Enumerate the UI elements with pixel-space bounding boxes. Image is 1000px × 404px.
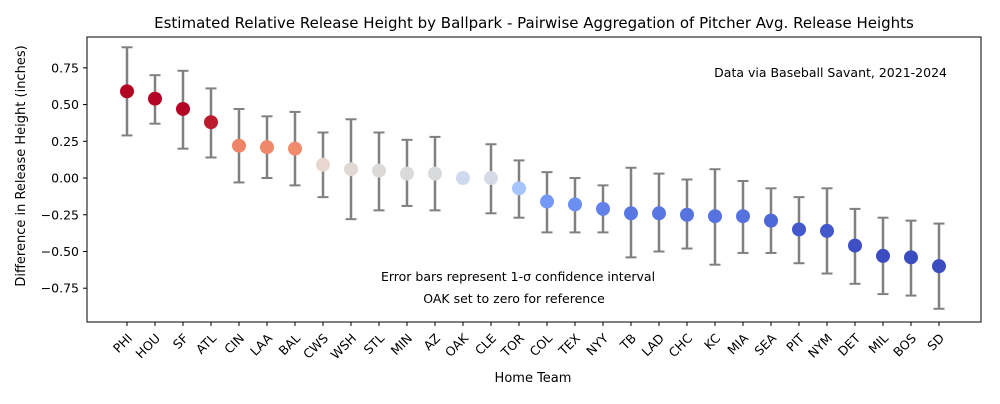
x-tick-label-min: MIN bbox=[388, 331, 415, 358]
x-tick-label-bos: BOS bbox=[890, 330, 919, 359]
y-tick-label: 0.75 bbox=[51, 60, 79, 75]
x-tick-label-lad: LAD bbox=[639, 331, 668, 360]
data-point-az bbox=[428, 166, 442, 181]
data-point-cle bbox=[484, 171, 498, 186]
x-axis-label: Home Team bbox=[495, 371, 572, 386]
x-tick-label-phi: PHI bbox=[110, 331, 135, 356]
data-point-sf bbox=[176, 101, 190, 116]
x-tick-label-nyy: NYY bbox=[583, 330, 611, 358]
data-point-nyy bbox=[596, 201, 610, 216]
x-tick-label-mia: MIA bbox=[724, 330, 751, 357]
data-point-det bbox=[848, 238, 862, 253]
y-tick-label: −0.50 bbox=[41, 244, 79, 259]
data-point-cws bbox=[316, 157, 330, 172]
x-tick-label-tb: TB bbox=[616, 331, 639, 354]
data-point-sea bbox=[764, 213, 778, 228]
data-point-mil bbox=[876, 248, 890, 263]
data-point-tb bbox=[624, 206, 638, 221]
x-tick-label-cin: CIN bbox=[221, 331, 247, 357]
data-point-bos bbox=[904, 250, 918, 265]
x-tick-label-az: AZ bbox=[420, 331, 443, 354]
y-tick-label: 0.50 bbox=[51, 97, 79, 112]
data-point-cin bbox=[232, 138, 246, 153]
x-tick-label-atl: ATL bbox=[193, 330, 219, 356]
data-point-atl bbox=[204, 115, 218, 130]
data-point-hou bbox=[148, 91, 162, 106]
data-point-kc bbox=[708, 209, 722, 224]
y-tick-label: −0.25 bbox=[41, 207, 79, 222]
x-tick-label-bal: BAL bbox=[275, 330, 303, 358]
data-point-stl bbox=[372, 163, 386, 178]
x-tick-label-hou: HOU bbox=[132, 331, 163, 362]
x-tick-label-sf: SF bbox=[170, 331, 191, 352]
x-tick-label-sd: SD bbox=[924, 331, 947, 354]
x-tick-label-tor: TOR bbox=[497, 330, 527, 360]
data-point-nym bbox=[820, 223, 834, 238]
data-point-chc bbox=[680, 207, 694, 222]
x-tick-label-cws: CWS bbox=[300, 330, 331, 361]
data-point-mia bbox=[736, 209, 750, 224]
data-point-col bbox=[540, 194, 554, 209]
source-annotation: Data via Baseball Savant, 2021-2024 bbox=[714, 65, 947, 80]
data-point-tex bbox=[568, 197, 582, 212]
data-point-oak bbox=[456, 171, 470, 186]
x-tick-label-mil: MIL bbox=[865, 330, 891, 356]
x-tick-label-kc: KC bbox=[701, 330, 723, 352]
reference-annotation: OAK set to zero for reference bbox=[423, 291, 605, 306]
data-point-min bbox=[400, 166, 414, 181]
data-point-lad bbox=[652, 206, 666, 221]
x-tick-label-chc: CHC bbox=[666, 330, 696, 360]
x-tick-label-laa: LAA bbox=[247, 330, 275, 358]
chart-title: Estimated Relative Release Height by Bal… bbox=[154, 14, 914, 32]
data-point-sd bbox=[932, 259, 946, 274]
data-point-tor bbox=[512, 181, 526, 196]
y-tick-label: −0.75 bbox=[41, 281, 79, 296]
data-point-phi bbox=[120, 84, 134, 99]
data-point-laa bbox=[260, 140, 274, 155]
x-tick-label-oak: OAK bbox=[442, 330, 472, 360]
x-tick-label-tex: TEX bbox=[555, 330, 584, 359]
y-tick-label: 0.25 bbox=[51, 134, 79, 149]
x-tick-label-col: COL bbox=[526, 330, 555, 359]
x-tick-label-det: DET bbox=[835, 330, 864, 359]
x-tick-label-wsh: WSH bbox=[328, 331, 360, 363]
data-point-pit bbox=[792, 222, 806, 237]
data-point-bal bbox=[288, 141, 302, 156]
error-bar-annotation: Error bars represent 1-σ confidence inte… bbox=[381, 269, 655, 284]
x-tick-label-pit: PIT bbox=[783, 330, 807, 354]
y-tick-label: 0.00 bbox=[51, 171, 79, 186]
x-tick-label-stl: STL bbox=[361, 330, 388, 357]
y-axis-label: Difference in Release Height (inches) bbox=[14, 45, 29, 286]
x-tick-label-cle: CLE bbox=[472, 330, 499, 357]
x-tick-label-nym: NYM bbox=[805, 331, 835, 361]
x-tick-label-sea: SEA bbox=[751, 330, 779, 358]
data-point-wsh bbox=[344, 162, 358, 177]
plot-frame bbox=[86, 36, 982, 323]
